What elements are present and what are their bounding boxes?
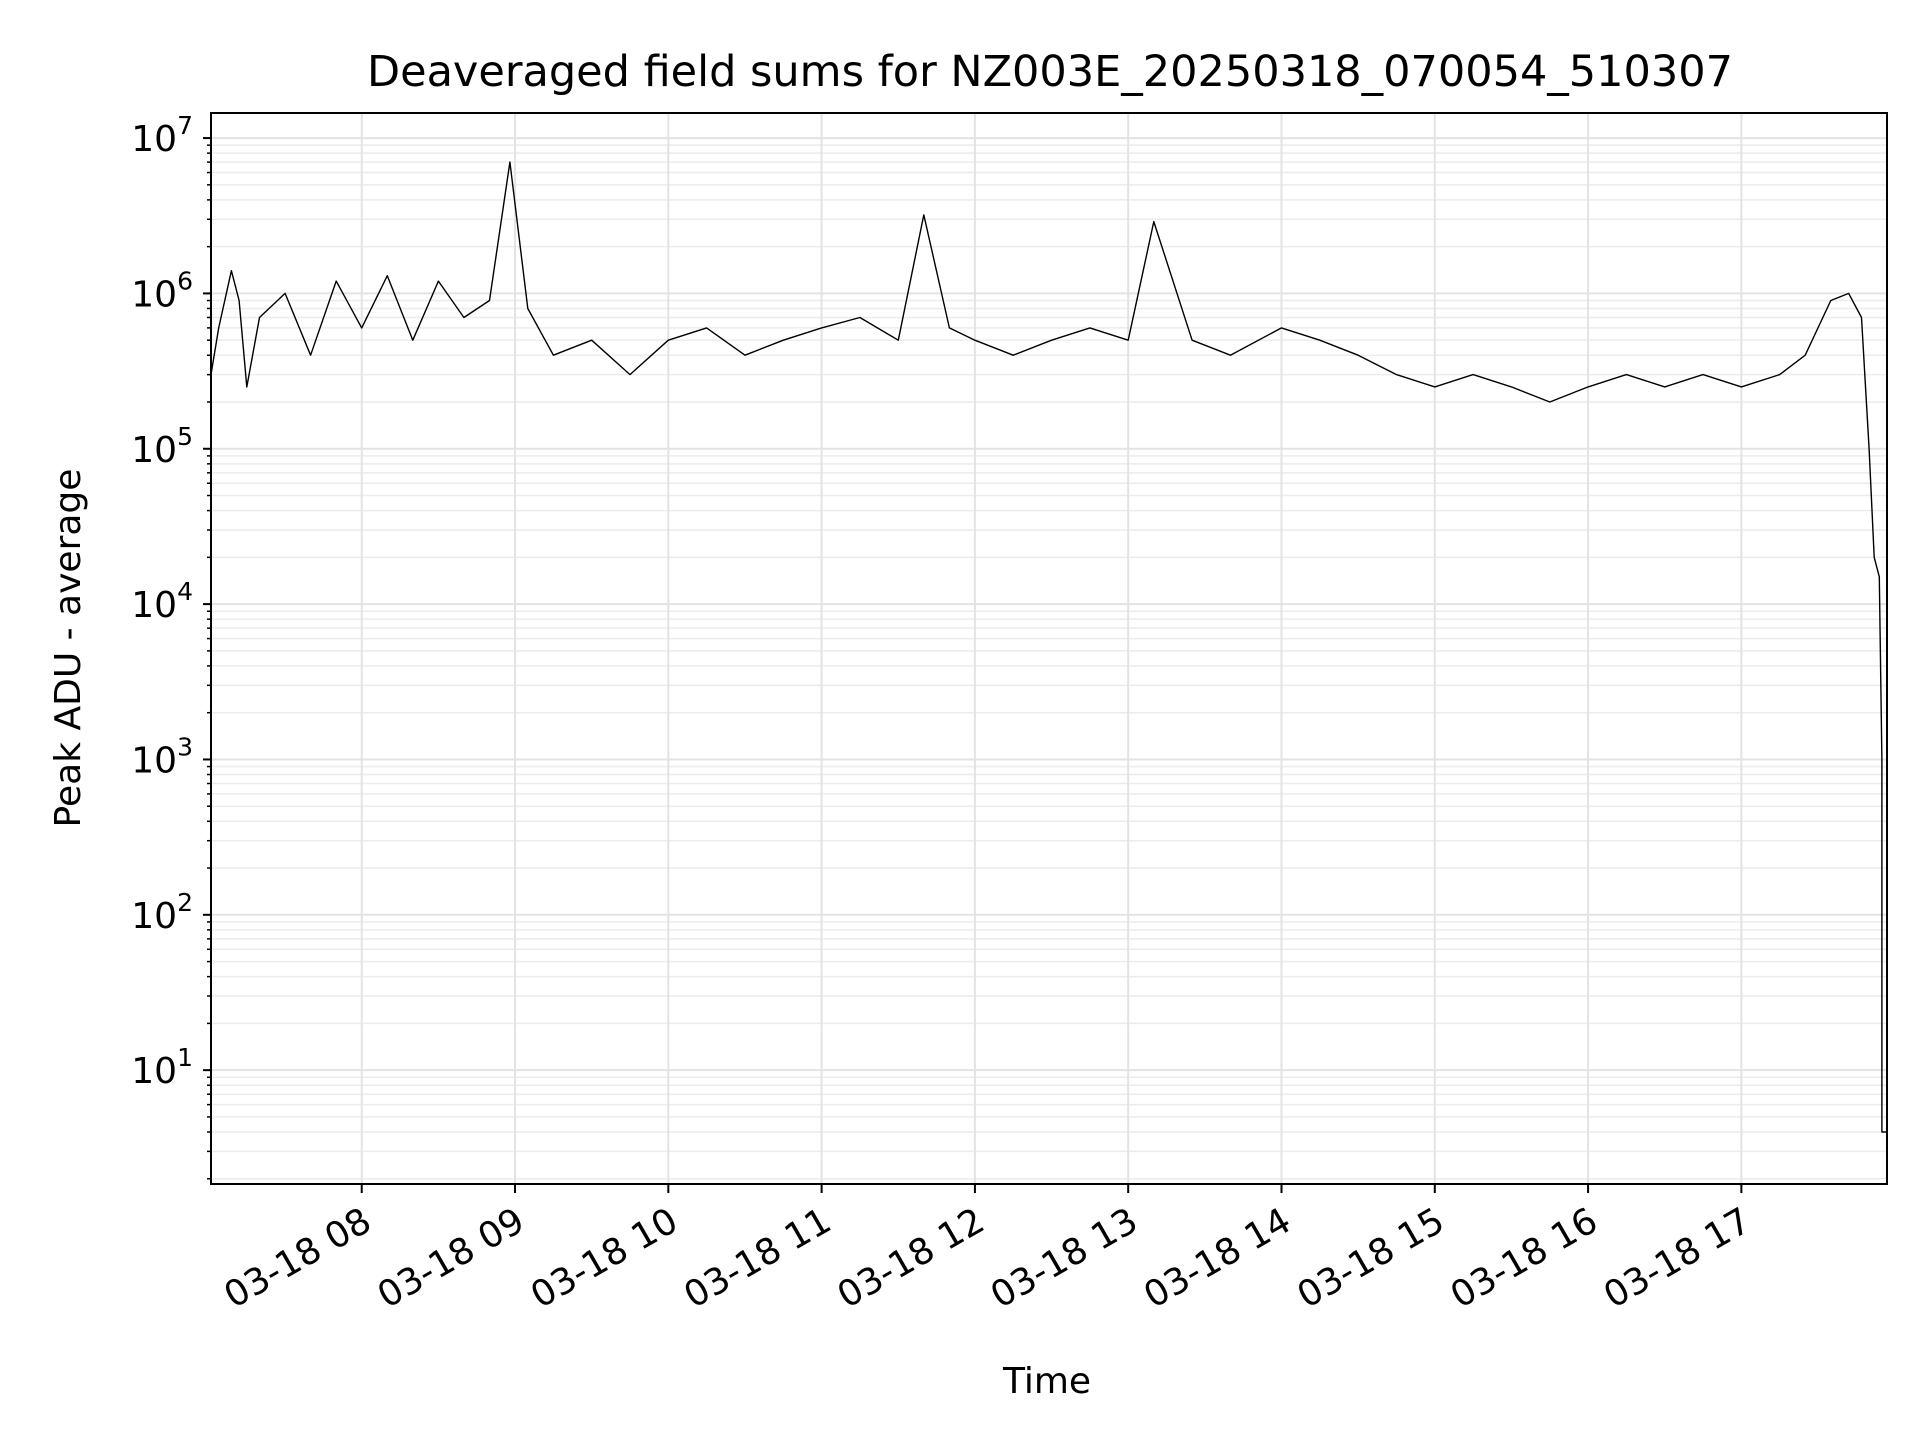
y-axis: 101 102 103 104 105 106 107 [131, 111, 211, 1180]
y-tick-label: 102 [131, 888, 193, 937]
minor-gridlines [211, 144, 1887, 1180]
series-layer [210, 161, 1887, 1133]
y-tick-label: 106 [131, 266, 193, 315]
plot-frame [210, 112, 1888, 1185]
chart-title: Deaveraged field sums for NZ003E_2025031… [367, 47, 1733, 97]
x-axis-label: Time [1002, 1361, 1091, 1402]
y-tick-label: 101 [131, 1043, 193, 1092]
y-axis-label: Peak ADU - average [48, 469, 89, 828]
y-tick-label: 105 [131, 422, 193, 471]
series-line-0 [210, 161, 1887, 1133]
y-tick-label: 104 [131, 577, 193, 626]
y-tick-label: 107 [131, 111, 193, 160]
y-tick-label: 103 [131, 732, 193, 781]
